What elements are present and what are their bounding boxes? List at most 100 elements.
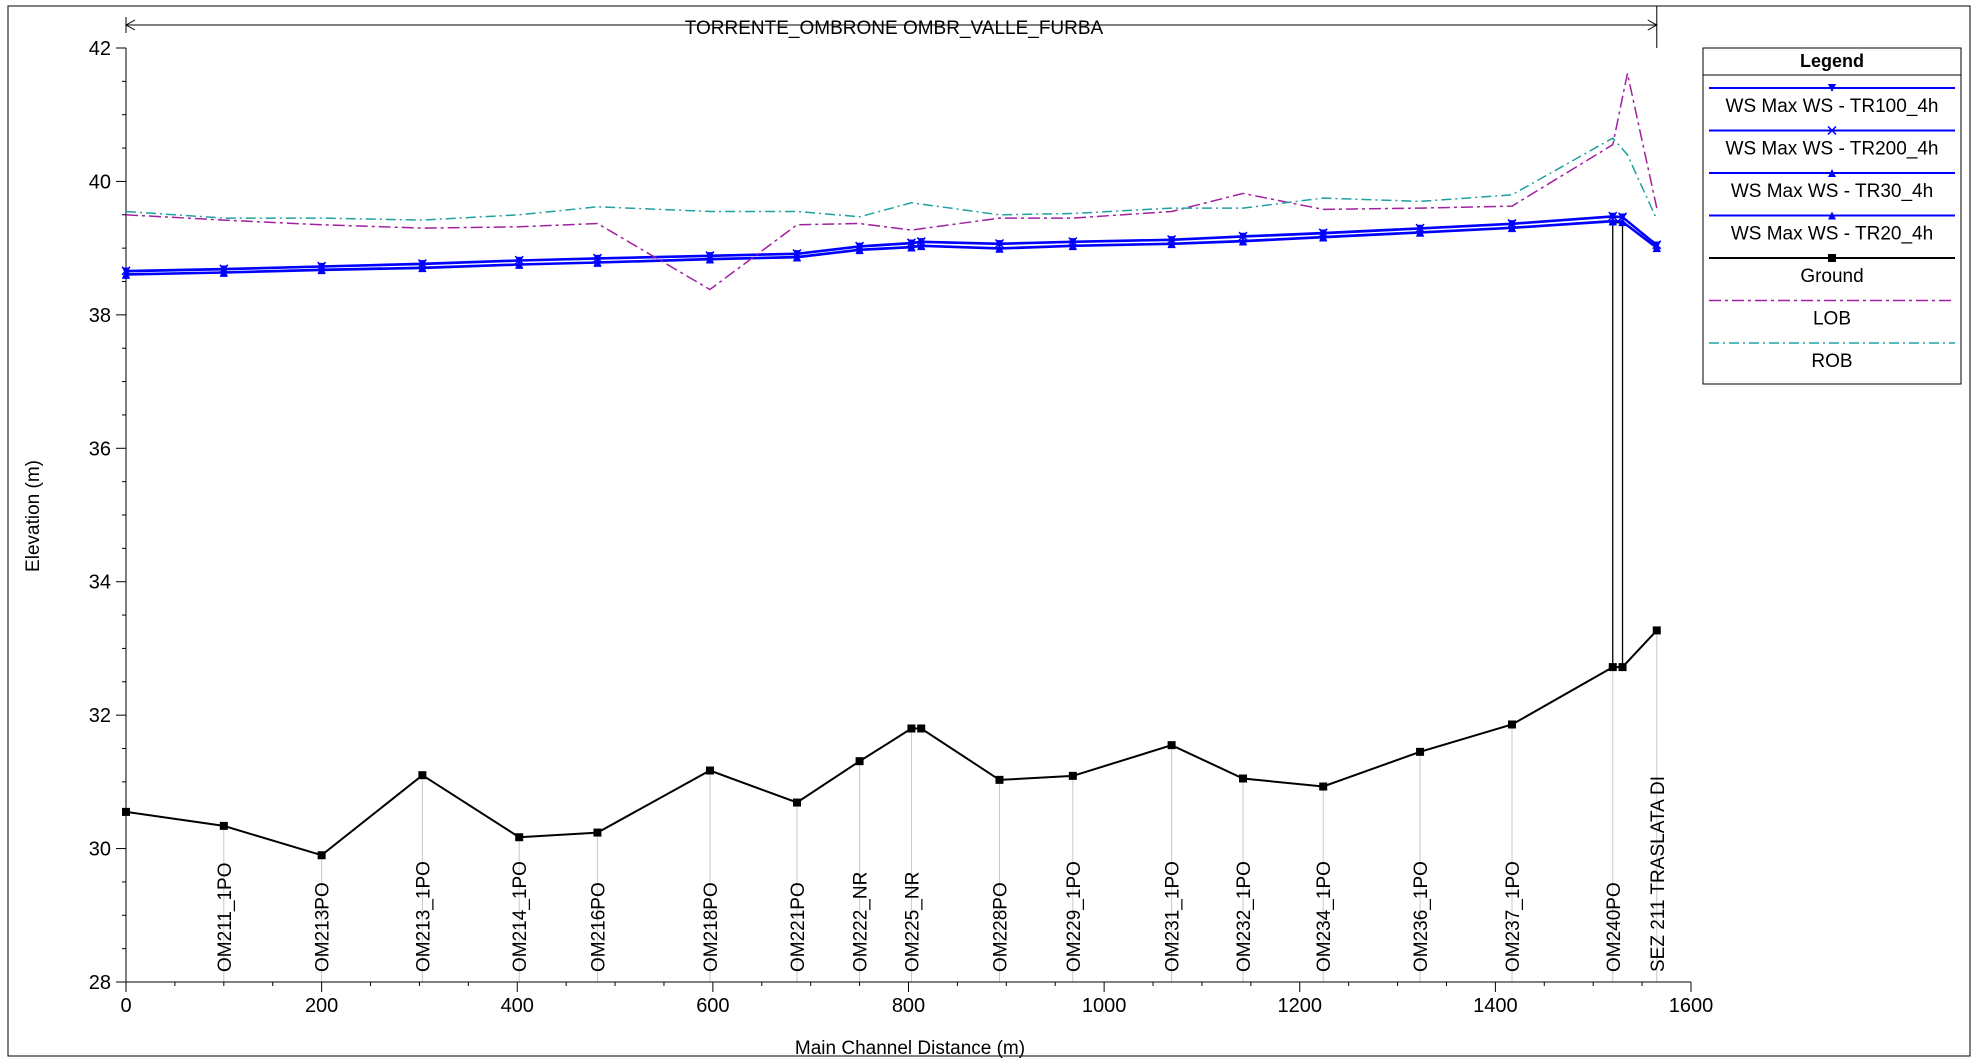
data-point [1508, 224, 1517, 233]
data-point [1167, 240, 1176, 249]
data-point [916, 236, 926, 247]
legend-marker [1828, 169, 1836, 177]
data-point [1652, 244, 1661, 253]
station-label: OM213PO [313, 882, 334, 972]
data-point [1608, 217, 1617, 226]
data-point [792, 253, 801, 262]
station-label: SEZ 211 TRASLATA DI [1648, 776, 1669, 972]
legend-marker [1828, 211, 1836, 220]
y-tick-label: 30 [89, 839, 111, 861]
y-tick-label: 32 [89, 705, 111, 727]
x-tick-label: 400 [501, 995, 534, 1017]
data-point [1608, 663, 1617, 672]
data-point [418, 771, 427, 780]
data-point [592, 253, 602, 263]
station-label: OM221PO [788, 882, 809, 972]
data-point [317, 266, 326, 275]
x-axis-label: Main Channel Distance (m) [795, 1038, 1025, 1059]
legend-label: WS Max WS - TR100_4h [1726, 96, 1939, 117]
station-label: OM234_1PO [1314, 861, 1335, 972]
data-point [855, 246, 864, 255]
data-point [1239, 237, 1248, 246]
structure-box [1612, 222, 1624, 668]
data-point [1239, 774, 1248, 783]
station-label: OM229_1PO [1064, 861, 1085, 972]
y-axis-label: Elevation (m) [23, 460, 44, 572]
data-point [1068, 242, 1077, 251]
legend-label: LOB [1813, 309, 1851, 330]
data-point [855, 757, 864, 766]
x-tick-label: 600 [696, 995, 729, 1017]
legend-label: Ground [1800, 266, 1863, 287]
legend-label: WS Max WS - TR20_4h [1731, 224, 1933, 245]
data-point [1617, 212, 1628, 222]
legend-label: ROB [1811, 351, 1852, 372]
station-label: OM228PO [990, 882, 1011, 972]
data-point [1318, 228, 1328, 238]
station-label: OM237_1PO [1503, 861, 1524, 972]
data-point [995, 244, 1004, 253]
legend-marker [1828, 254, 1836, 262]
data-point [515, 833, 524, 842]
data-point [1415, 223, 1425, 233]
data-point [1507, 218, 1517, 228]
data-point [593, 828, 602, 837]
data-point [1618, 663, 1627, 672]
series-ws-max-ws-tr20-4h [122, 217, 1661, 279]
station-label: OM240PO [1604, 882, 1625, 972]
station-label: OM231_1PO [1163, 861, 1184, 972]
y-tick-label: 38 [89, 305, 111, 327]
x-tick-label: 800 [892, 995, 925, 1017]
data-point [219, 821, 228, 830]
data-point [122, 807, 130, 816]
data-point [705, 766, 714, 775]
figure-frame [7, 5, 1971, 1057]
series-ground [122, 626, 1661, 860]
data-point [219, 268, 228, 277]
data-point [994, 238, 1005, 249]
data-point [917, 242, 926, 251]
y-tick-label: 36 [89, 438, 111, 460]
x-tick-label: 1600 [1669, 995, 1714, 1017]
y-tick-label: 40 [89, 171, 111, 193]
station-label: OM213_1PO [413, 861, 434, 972]
series-rob [125, 137, 1658, 221]
reach-arrow-head-left [124, 19, 136, 31]
data-point [417, 258, 427, 269]
station-label: OM216PO [588, 882, 609, 972]
x-tick-label: 1200 [1278, 995, 1323, 1017]
station-label: OM232_1PO [1234, 861, 1255, 972]
axes: 28 30 32 34 36 38 40 42 0 200 400 600 800 1000 1200 140… [89, 38, 1714, 1017]
data-point [1319, 233, 1328, 242]
legend-label: WS Max WS - TR30_4h [1731, 181, 1933, 202]
x-tick-label: 200 [305, 995, 338, 1017]
series-line [125, 137, 1658, 221]
data-point [907, 724, 916, 733]
data-point [514, 255, 524, 265]
data-point [515, 260, 524, 269]
legend-marker [1827, 125, 1837, 136]
data-point [1416, 228, 1425, 237]
station-label: OM218PO [701, 882, 722, 972]
station-label: OM236_1PO [1411, 861, 1432, 972]
x-tick-label: 0 [120, 995, 131, 1017]
data-point [1652, 626, 1661, 635]
data-point [995, 775, 1004, 784]
reach-arrow-head-right [1647, 19, 1658, 31]
y-tick-label: 28 [89, 972, 111, 994]
data-point [907, 243, 916, 252]
station-label: OM211_1PO [215, 863, 236, 972]
data-point [1319, 782, 1328, 791]
legend-marker [1828, 84, 1836, 92]
data-point [792, 798, 801, 807]
station-label: OM214_1PO [510, 861, 531, 972]
chart-title: TORRENTE_OMBRONE OMBR_VALLE_FURBA [685, 18, 1104, 39]
station-labels: OM211_1PO OM213PO OM213_1PO OM214_1PO OM216P… [215, 776, 1669, 972]
x-tick-label: 1000 [1082, 995, 1127, 1017]
data-point [1508, 720, 1517, 729]
station-label: OM225_NR [902, 872, 923, 972]
data-point [1618, 218, 1627, 227]
data-point [317, 851, 326, 860]
x-tick-label: 1400 [1473, 995, 1518, 1017]
